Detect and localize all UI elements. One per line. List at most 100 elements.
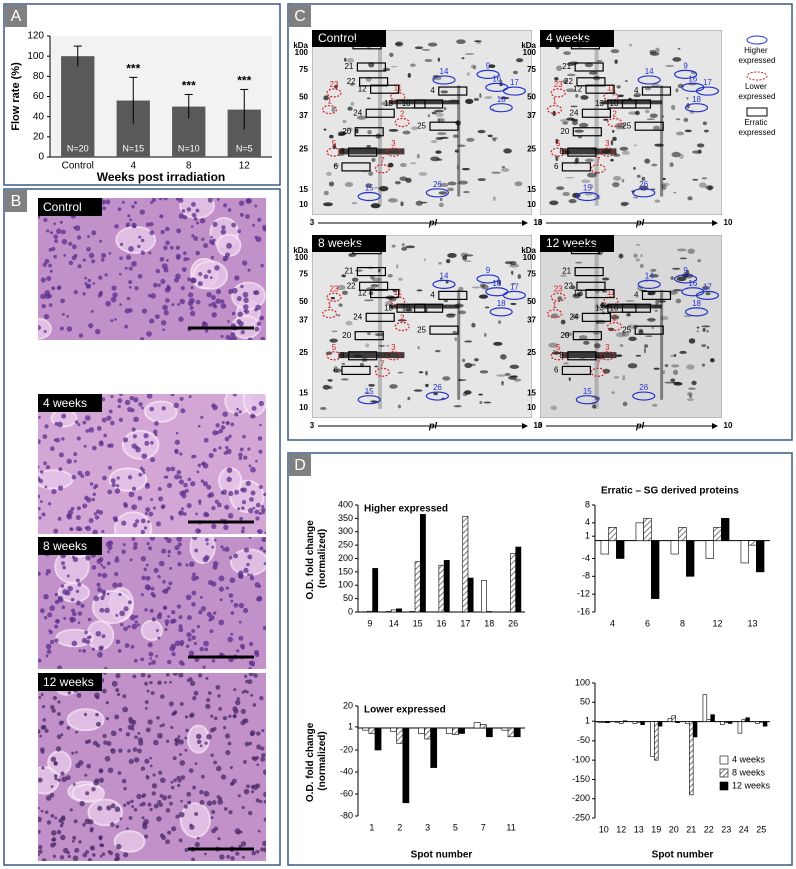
nucleus [128,491,135,498]
nucleus [215,289,222,295]
higher-marker [695,290,720,300]
spot-number: 8 [559,147,564,156]
protein-spot [672,381,681,384]
bar [452,727,459,735]
nucleus [234,275,240,281]
duct [229,548,266,576]
nucleus [183,482,188,488]
protein-spot [584,193,593,196]
lower-marker [322,309,338,319]
protein-spot [633,196,639,199]
duct [115,225,157,254]
nucleus [107,767,114,774]
nucleus [181,493,187,499]
spot-number: 13 [384,303,393,312]
spot-number: 5 [556,343,561,352]
bar [372,568,379,613]
nucleus [113,518,119,523]
nucleus [147,674,152,679]
nucleus [84,630,88,635]
nucleus [203,243,209,249]
bar [670,540,679,555]
protein-spot [654,199,661,203]
protein-spot [647,317,656,323]
nucleus [117,398,123,404]
nucleus [257,829,261,833]
nucleus [145,774,149,778]
nucleus [112,582,118,589]
nucleus [163,245,168,251]
tissue [38,394,266,534]
protein-spot [701,177,708,180]
protein-spot [341,362,346,366]
nucleus [67,509,74,516]
nucleus [253,673,258,678]
nucleus [110,748,114,752]
nucleus [241,690,245,694]
mw-label: 25 [299,144,308,153]
nucleus [219,854,225,860]
nucleus [178,838,183,843]
protein-spot [374,333,385,337]
mw-label: 15 [527,389,536,398]
nucleus [191,454,195,459]
spot-number: 2 [400,110,405,119]
protein-spot [478,393,483,396]
nucleus [85,555,91,561]
spot-number: 20 [560,331,569,340]
nucleus [258,484,263,490]
nucleus [248,660,253,665]
protein-spot [618,253,624,259]
spot-number: 18 [497,299,506,308]
nucleus [194,811,199,816]
nucleus [87,617,92,622]
nucleus [141,453,148,460]
protein-spot [331,296,335,300]
nucleus [238,602,245,609]
protein-spot [487,134,493,138]
nucleus [62,589,69,595]
spot-number: 16 [688,279,697,288]
higher-marker [357,395,381,405]
nucleus [211,505,216,511]
nucleus [57,595,63,601]
protein-spot [438,191,448,195]
y-tick-label: -40 [340,766,353,776]
nucleus [92,740,98,746]
nucleus [178,627,184,633]
protein-spot [615,354,623,357]
nucleus [191,629,196,633]
protein-spot [653,367,660,370]
nucleus [225,448,232,455]
protein-spot [492,137,497,142]
nucleus [220,774,227,780]
nucleus [91,230,97,236]
nucleus [82,420,87,425]
spot-number: 23 [330,80,339,89]
mw-label: 100 [523,253,537,262]
nucleus [210,714,214,718]
nucleus [257,529,263,534]
nucleus [135,519,140,524]
protein-spot [346,127,353,132]
nucleus [95,695,100,700]
nucleus [206,800,213,807]
nucleus [188,650,195,656]
label-box [312,30,386,47]
nucleus [154,433,158,437]
protein-spot [512,70,518,75]
nucleus [101,253,107,259]
nucleus [204,741,208,745]
protein-spot [673,191,677,194]
nucleus [85,429,90,433]
spot-number: 17 [703,282,712,291]
pi-high: 10 [724,218,733,227]
nucleus [172,756,177,761]
nucleus [191,234,195,238]
nucleus [227,636,234,643]
bar [710,714,715,722]
nucleus [261,537,266,543]
nucleus [102,565,106,570]
nucleus [58,720,64,726]
protein-spot [560,319,566,325]
